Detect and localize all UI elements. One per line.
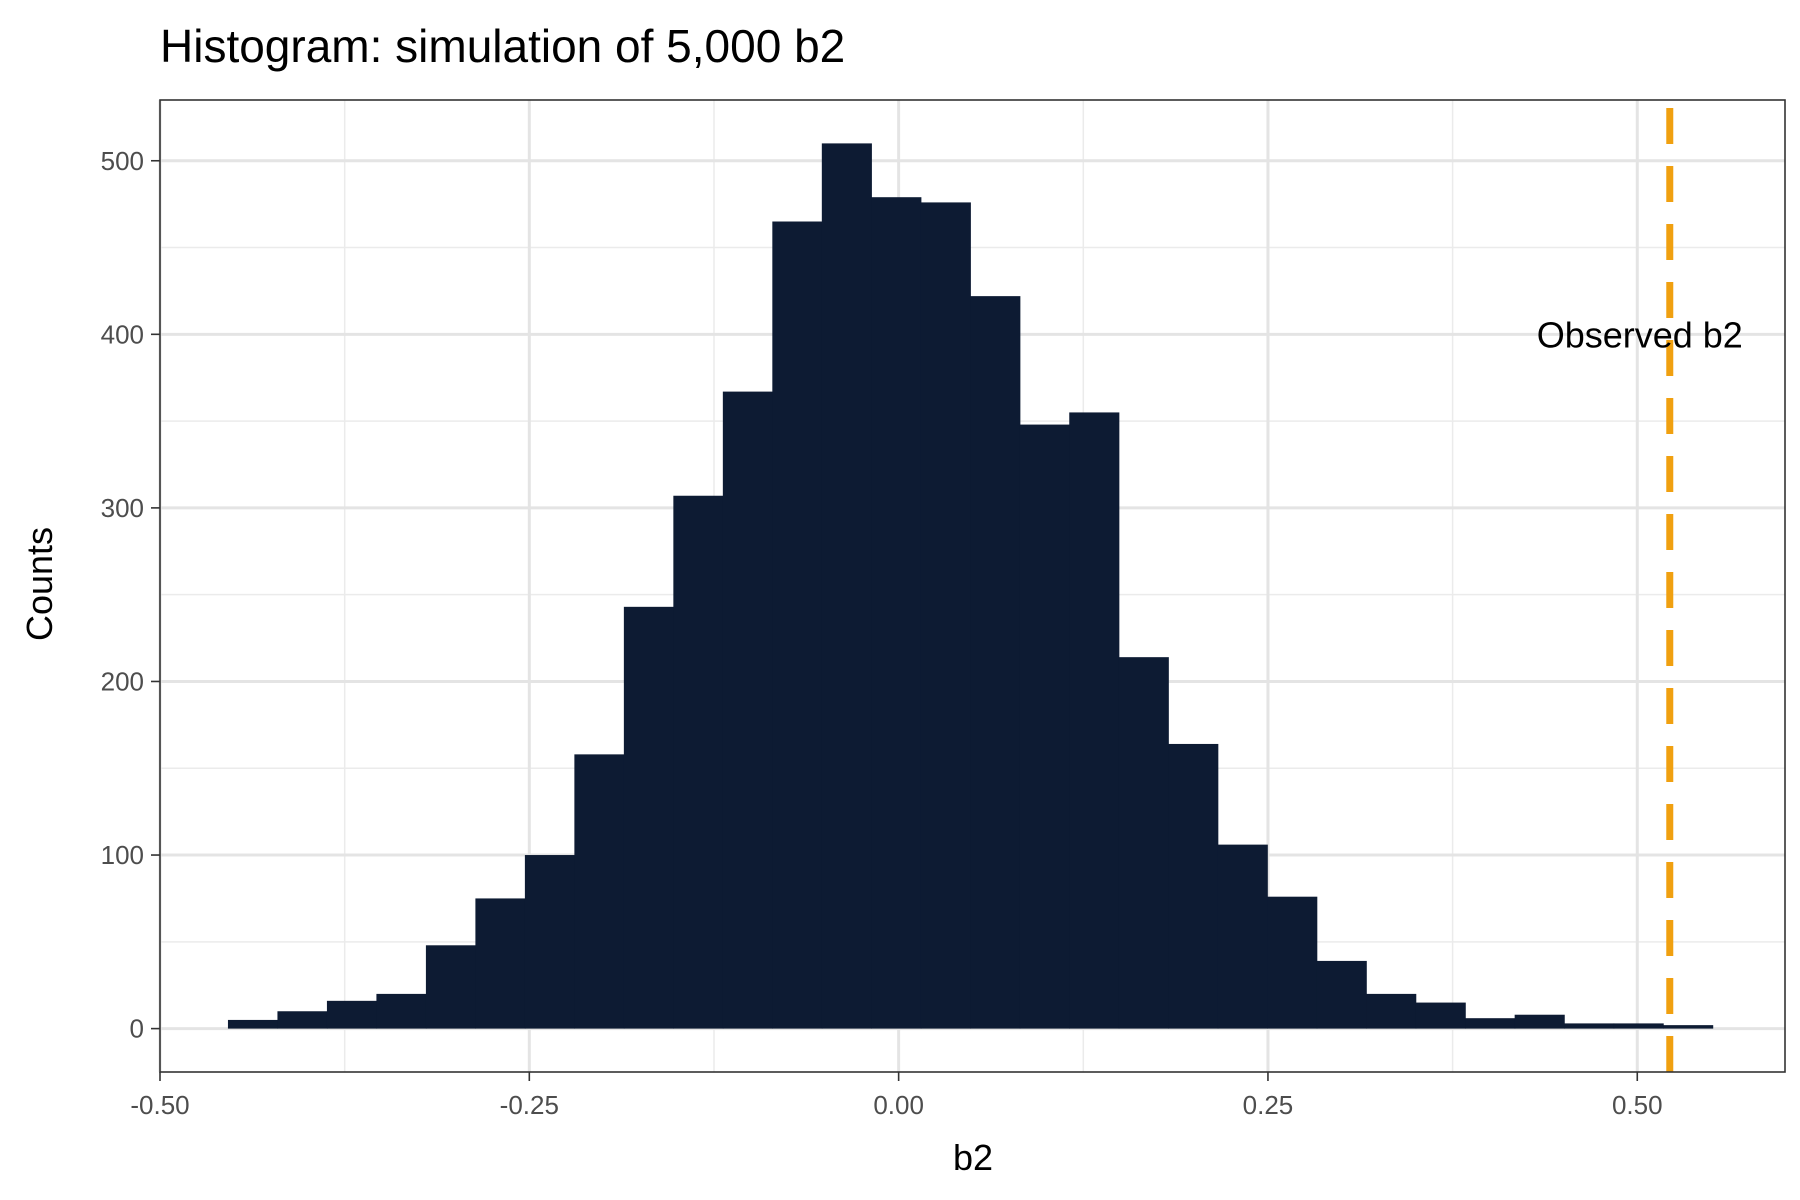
histogram-bar	[1168, 743, 1219, 1029]
histogram-bar	[524, 855, 575, 1029]
histogram-bar	[1415, 1002, 1466, 1029]
histogram-bar	[920, 202, 971, 1029]
histogram-bar	[1366, 993, 1417, 1029]
y-axis-ticks: 0 100 200 300 400 500	[101, 146, 160, 1044]
x-axis-title: b2	[953, 1137, 993, 1178]
histogram-bar	[1663, 1025, 1714, 1029]
histogram-bar	[871, 197, 922, 1029]
histogram-bar	[1019, 424, 1070, 1029]
y-tick-label: 0	[130, 1014, 144, 1044]
y-tick-label: 200	[101, 666, 144, 696]
y-tick-label: 500	[101, 146, 144, 176]
x-tick-label: -0.25	[500, 1090, 559, 1120]
histogram-bar	[277, 1011, 328, 1029]
histogram-bar	[1316, 960, 1367, 1029]
x-tick-label: 0.50	[1612, 1090, 1663, 1120]
histogram-bar	[425, 945, 476, 1029]
observed-line-group: Observed b2	[1537, 108, 1743, 1072]
histogram-bar	[227, 1019, 279, 1029]
y-axis-title: Counts	[19, 527, 60, 641]
histogram-bar	[722, 391, 773, 1029]
x-tick-label: -0.50	[130, 1090, 189, 1120]
plot-panel-border	[159, 99, 1786, 1073]
histogram-bar	[1069, 412, 1120, 1029]
x-tick-label: 0.00	[873, 1090, 924, 1120]
histogram-bar	[475, 898, 526, 1029]
observed-b2-label: Observed b2	[1537, 314, 1743, 355]
histogram-bar	[376, 993, 427, 1029]
histogram-bar	[1613, 1023, 1664, 1029]
histogram-bar	[623, 606, 674, 1029]
histogram-bar	[1267, 896, 1318, 1029]
y-tick-label: 100	[101, 840, 144, 870]
histogram-bar	[1514, 1014, 1565, 1029]
histogram-bar	[821, 143, 872, 1029]
histogram-bar	[574, 754, 625, 1029]
histogram-bar	[1217, 844, 1268, 1029]
histogram-bar	[326, 1000, 378, 1029]
y-tick-label: 300	[101, 493, 144, 523]
histogram-bar	[1564, 1023, 1615, 1029]
y-tick-label: 400	[101, 319, 144, 349]
histogram-bar	[673, 495, 724, 1029]
histogram-bars	[227, 143, 1714, 1029]
x-axis-ticks: -0.50 -0.25 0.00 0.25 0.50	[130, 1072, 1663, 1120]
histogram-bar	[1118, 657, 1169, 1029]
x-tick-label: 0.25	[1243, 1090, 1294, 1120]
histogram-bar	[970, 296, 1021, 1029]
histogram-bar	[772, 221, 823, 1029]
chart-title: Histogram: simulation of 5,000 b2	[160, 20, 845, 72]
histogram-bar	[1465, 1018, 1516, 1029]
